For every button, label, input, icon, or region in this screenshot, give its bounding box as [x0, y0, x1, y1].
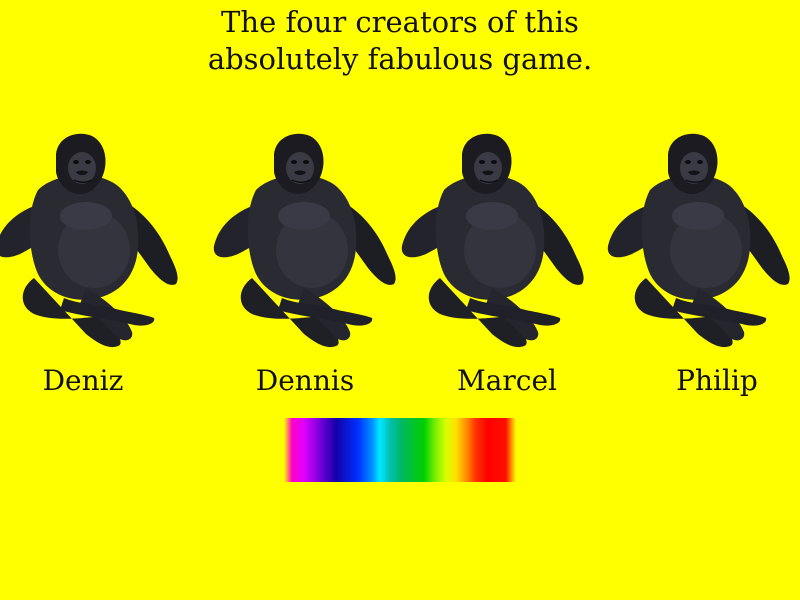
gorilla-icon — [213, 133, 397, 348]
title-line-2: absolutely fabulous game. — [207, 42, 593, 76]
gorilla-icon — [607, 133, 791, 348]
creator-marcel: Marcel — [400, 128, 590, 408]
credits-title: The four creators of this absolutely fab… — [0, 4, 800, 78]
creator-name: Marcel — [457, 364, 557, 397]
creator-dennis: Dennis — [212, 128, 402, 408]
creator-deniz: Deniz — [0, 128, 184, 408]
gorilla-icon — [401, 133, 585, 348]
creator-philip: Philip — [606, 128, 796, 408]
title-line-1: The four creators of this — [221, 5, 579, 39]
gorilla-icon — [0, 133, 179, 348]
creator-name: Deniz — [42, 364, 124, 397]
rainbow-spectrum-bar — [284, 418, 516, 482]
creator-name: Dennis — [255, 364, 355, 397]
creator-name: Philip — [676, 364, 758, 397]
